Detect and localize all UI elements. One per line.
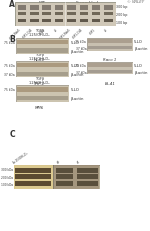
Text: 5-LO: 5-LO bbox=[71, 41, 80, 45]
Text: 200 kDa: 200 kDa bbox=[1, 175, 13, 179]
Text: 300 bp: 300 bp bbox=[116, 5, 128, 9]
Text: 1α,25(OH)₂D₃: 1α,25(OH)₂D₃ bbox=[12, 150, 29, 164]
Text: siSP1-CtI4: siSP1-CtI4 bbox=[22, 28, 34, 40]
Text: 300 kDa: 300 kDa bbox=[1, 167, 13, 171]
Text: siSP1: siSP1 bbox=[88, 28, 96, 36]
Text: 200 bp: 200 bp bbox=[116, 12, 128, 17]
Text: ctl: ctl bbox=[103, 28, 109, 33]
Text: 75 kDa: 75 kDa bbox=[4, 88, 15, 92]
Text: HL-60: HL-60 bbox=[34, 58, 45, 62]
Text: 100 bp: 100 bp bbox=[116, 20, 128, 24]
Text: 75 kDa: 75 kDa bbox=[75, 40, 86, 44]
Text: 37 kDa: 37 kDa bbox=[76, 70, 86, 74]
Text: C: C bbox=[9, 129, 15, 138]
Text: A: A bbox=[9, 0, 15, 9]
Text: siSP1: siSP1 bbox=[39, 28, 47, 36]
Text: TGFβ
1,25(OH)₂D₃: TGFβ 1,25(OH)₂D₃ bbox=[29, 77, 51, 85]
Text: MM6: MM6 bbox=[35, 106, 45, 110]
Text: © WILEY: © WILEY bbox=[127, 0, 144, 4]
Text: TGFβ
1,25(OH)₂D₃: TGFβ 1,25(OH)₂D₃ bbox=[29, 53, 51, 61]
Text: d0: d0 bbox=[56, 159, 61, 164]
Text: 100 kDa: 100 kDa bbox=[1, 182, 13, 187]
Text: WT: WT bbox=[39, 1, 46, 5]
Text: 75 kDa: 75 kDa bbox=[75, 64, 86, 68]
Text: 75 kDa: 75 kDa bbox=[4, 64, 15, 68]
Text: TGFβ
1,25(OH)₂D₃: TGFβ 1,25(OH)₂D₃ bbox=[29, 29, 51, 37]
Text: Raco 1: Raco 1 bbox=[103, 58, 117, 62]
Text: siSP1-Rab5: siSP1-Rab5 bbox=[9, 28, 22, 41]
Text: 5-LO: 5-LO bbox=[134, 40, 143, 44]
Text: β-actin: β-actin bbox=[71, 97, 84, 100]
Text: β-actin: β-actin bbox=[134, 46, 148, 51]
Text: Scrambled: Scrambled bbox=[75, 1, 99, 5]
Text: B: B bbox=[9, 35, 15, 44]
Text: BL-41: BL-41 bbox=[105, 82, 116, 86]
Text: 37 kDa: 37 kDa bbox=[76, 46, 86, 51]
Text: 5-LO: 5-LO bbox=[71, 88, 80, 92]
Text: d5: d5 bbox=[76, 159, 81, 164]
Text: 5-LO: 5-LO bbox=[71, 64, 80, 68]
Text: 5-LO: 5-LO bbox=[134, 64, 143, 68]
Text: 75 kDa: 75 kDa bbox=[4, 41, 15, 45]
Text: THP-1: THP-1 bbox=[34, 82, 45, 86]
Text: β-actin: β-actin bbox=[71, 49, 84, 53]
Text: ctl: ctl bbox=[54, 28, 59, 33]
Text: 37 kDa: 37 kDa bbox=[4, 73, 15, 76]
Text: β-actin: β-actin bbox=[71, 73, 84, 76]
Text: β-actin: β-actin bbox=[134, 70, 148, 74]
Text: siSP1-CtI4: siSP1-CtI4 bbox=[72, 28, 84, 40]
Text: siSP1-Rab5: siSP1-Rab5 bbox=[58, 28, 71, 41]
